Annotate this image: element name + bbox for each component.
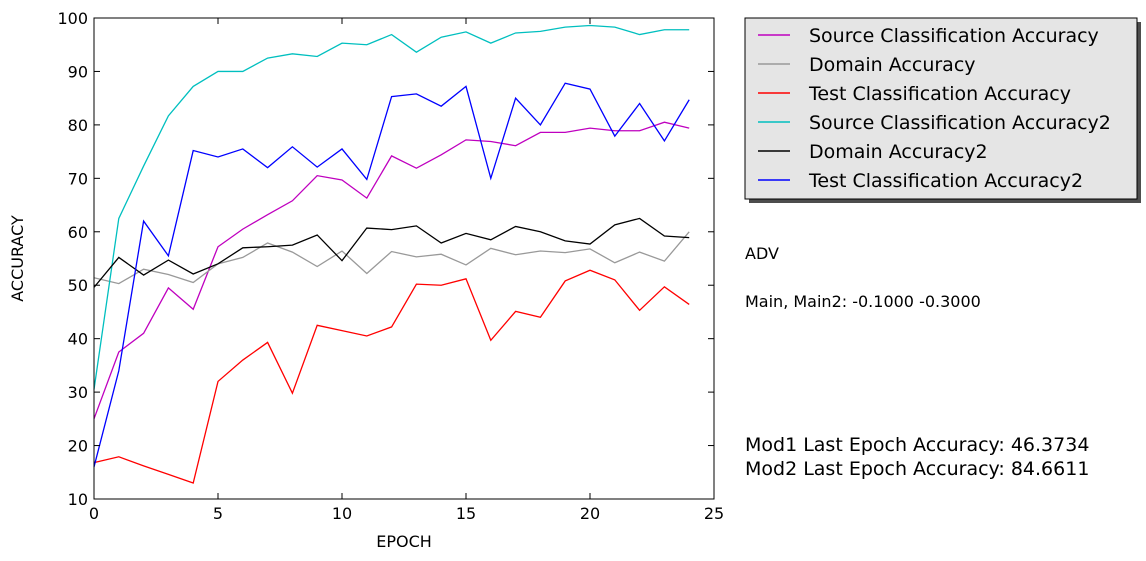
series-line-3	[93, 269, 690, 484]
y-axis-title: ACCURACY	[8, 215, 27, 302]
series-line-6	[93, 82, 690, 468]
y-tick-label: 70	[68, 169, 88, 188]
y-tick-label: 40	[68, 330, 88, 349]
series-line-4	[93, 24, 690, 390]
y-tick-label: 20	[68, 437, 88, 456]
x-tick-label: 0	[89, 504, 99, 523]
legend-label: Domain Accuracy	[809, 54, 976, 76]
legend-label: Test Classification Accuracy	[808, 83, 1071, 105]
plot-area	[93, 24, 690, 484]
mod1-accuracy-label: Mod1 Last Epoch Accuracy: 46.3734	[745, 434, 1089, 456]
x-tick-label: 10	[332, 504, 352, 523]
y-tick-label: 80	[68, 116, 88, 135]
method-label: ADV	[745, 244, 779, 263]
x-tick-label: 20	[580, 504, 600, 523]
legend-label: Domain Accuracy2	[809, 141, 988, 163]
legend: Source Classification Accuracy Domain Acc…	[744, 17, 1141, 203]
series-line-1	[93, 121, 690, 420]
y-tick-label: 60	[68, 223, 88, 242]
x-tick-label: 15	[456, 504, 476, 523]
series-line-5	[93, 217, 690, 288]
x-tick-label: 5	[213, 504, 223, 523]
y-tick-label: 90	[68, 62, 88, 81]
y-tick-label: 30	[68, 383, 88, 402]
legend-box	[744, 17, 1138, 200]
plot-frame	[93, 17, 715, 500]
legend-label: Source Classification Accuracy	[809, 25, 1099, 47]
x-axis-title: EPOCH	[376, 532, 432, 551]
axes: 0 5 10 15 20 25 10 20 30 40 50 60 70 80 90 100 EPOCH ACCU…	[8, 9, 724, 551]
y-tick-label: 100	[57, 9, 88, 28]
mod2-accuracy-label: Mod2 Last Epoch Accuracy: 84.6611	[745, 458, 1089, 480]
series-line-2	[93, 231, 690, 285]
x-tick-label: 25	[704, 504, 724, 523]
y-tick-label: 50	[68, 276, 88, 295]
params-label: Main, Main2: -0.1000 -0.3000	[745, 292, 981, 311]
y-tick-label: 10	[68, 490, 88, 509]
legend-label: Test Classification Accuracy2	[808, 170, 1083, 192]
legend-label: Source Classification Accuracy2	[809, 112, 1111, 134]
